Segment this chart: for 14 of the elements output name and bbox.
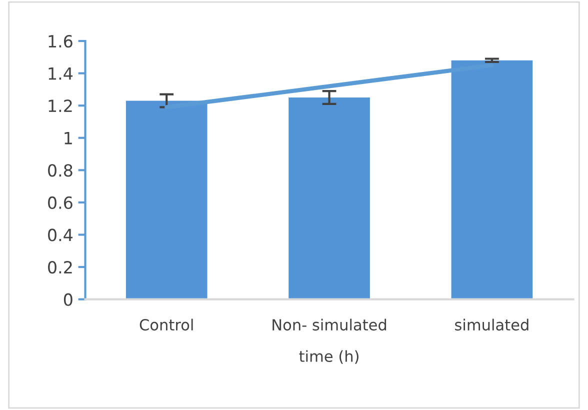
y-tick-label: 1 bbox=[64, 132, 72, 144]
y-tick-label: 0.8 bbox=[48, 164, 72, 177]
y-tick-label: 1.6 bbox=[48, 34, 72, 48]
x-tick-label: Control bbox=[140, 318, 193, 331]
x-tick-label: simulated bbox=[455, 318, 528, 331]
y-tick-label: 0.4 bbox=[48, 228, 73, 242]
y-tick-label: 1.2 bbox=[48, 100, 72, 112]
y-tick-label: 0.6 bbox=[48, 196, 72, 210]
x-tick-label: Non- simulated bbox=[272, 318, 386, 331]
bar bbox=[288, 98, 370, 300]
y-tick-label: 0.2 bbox=[48, 260, 72, 274]
x-axis-title: time (h) bbox=[299, 350, 358, 364]
y-tick-label: 1.4 bbox=[48, 67, 73, 80]
y-tick-label: 0 bbox=[64, 293, 72, 306]
